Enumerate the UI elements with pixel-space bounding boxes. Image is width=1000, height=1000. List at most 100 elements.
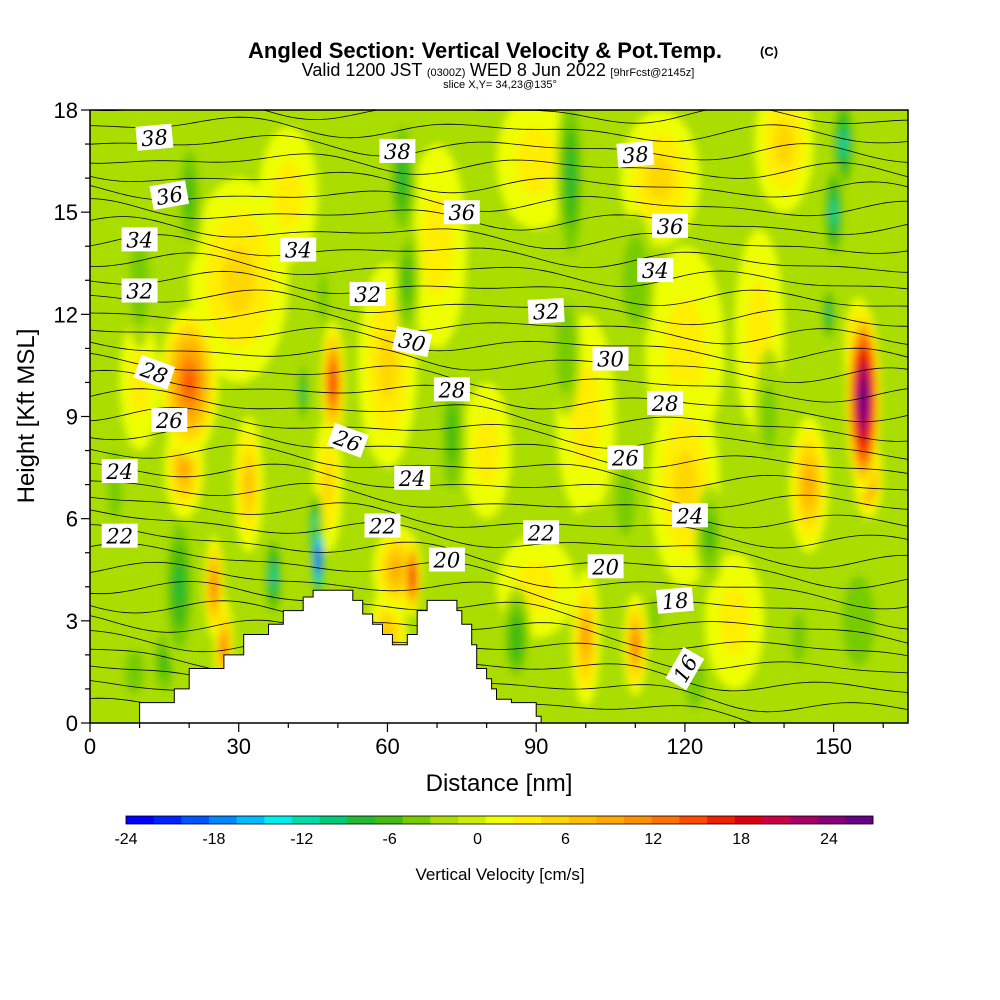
velocity-cell: [610, 450, 641, 553]
isentrope-line: [90, 134, 908, 163]
velocity-cell: [846, 304, 881, 495]
velocity-contour: [129, 660, 140, 684]
isentrope-line: [90, 341, 908, 384]
isentrope-line: [90, 185, 908, 217]
isentrope-line: [90, 462, 908, 510]
subtitle-forecast: [9hrFcst@2145z]: [610, 67, 694, 79]
velocity-contour: [804, 470, 813, 499]
isentrope-line: [90, 630, 908, 693]
isentrope-label: 36: [443, 200, 480, 225]
isentrope-label-text: 38: [384, 140, 411, 164]
label-box: [392, 326, 433, 358]
colorbar-tick-label: -18: [202, 831, 225, 848]
isentrope-line: [90, 509, 908, 569]
label-box: [592, 346, 629, 371]
colorbar-swatch: [679, 816, 708, 824]
velocity-contour: [761, 382, 777, 451]
isentrope-label-text: 22: [368, 515, 396, 539]
velocity-cell: [407, 144, 467, 349]
velocity-cell: [622, 593, 648, 696]
x-axis: 0 30 60 90 120 150: [84, 723, 884, 759]
subtitle-date: WED 8 Jun 2022: [470, 60, 606, 80]
isentrope-label: 20: [428, 547, 465, 573]
isentrope-label: 32: [121, 278, 158, 304]
label-box: [149, 180, 190, 211]
y-tick-label: 6: [66, 507, 78, 532]
velocity-contour: [512, 625, 521, 651]
velocity-cell: [311, 518, 325, 601]
velocity-contour: [474, 416, 499, 485]
velocity-cell: [189, 178, 289, 383]
isentrope-label-text: 38: [621, 142, 650, 168]
colorbar-swatch: [790, 816, 818, 824]
y-tick-label: 3: [66, 609, 78, 634]
label-box: [394, 465, 431, 490]
isentrope-label: 24: [394, 465, 431, 491]
isentrope-label-text: 26: [611, 446, 639, 470]
isentrope-line: [90, 153, 908, 179]
isentrope-line: [90, 600, 908, 657]
colorbar-frame: [125, 815, 874, 825]
isentrope-label: 36: [149, 180, 190, 211]
isentrope-label: 36: [652, 213, 688, 239]
label-box: [121, 227, 158, 252]
label-box: [133, 354, 176, 390]
isentrope-label-text: 36: [448, 201, 475, 225]
velocity-cell: [403, 535, 422, 618]
isentrope-line: [90, 496, 908, 549]
velocity-cell: [615, 212, 656, 349]
velocity-contour: [791, 612, 807, 664]
isentrope-label-text: 36: [154, 182, 184, 210]
isentrope-label: 38: [379, 138, 416, 164]
velocity-contour: [583, 522, 609, 557]
x-axis-label: Distance [nm]: [426, 770, 573, 797]
velocity-cell: [233, 416, 264, 553]
x-tick-label: 150: [815, 734, 852, 759]
isentrope-line: [90, 524, 908, 589]
isentrope-label-text: 20: [591, 555, 619, 579]
isentrope-line: [90, 327, 908, 364]
isentrope-label: 24: [671, 503, 708, 528]
isentrope-label: 30: [392, 326, 433, 358]
isentrope-label-text: 34: [126, 228, 153, 252]
x-tick-label: 30: [226, 734, 250, 759]
subtitle-valid: Valid 1200 JST: [302, 60, 423, 80]
isentrope-line: [90, 116, 908, 144]
velocity-cell: [754, 110, 814, 213]
velocity-contour: [222, 246, 256, 315]
isentrope-label: 28: [433, 377, 470, 402]
isentrope-label: 30: [592, 346, 629, 372]
colorbar-swatch: [292, 816, 320, 824]
label-box: [647, 390, 684, 415]
velocity-contour: [222, 639, 226, 657]
velocity-contour: [841, 135, 846, 153]
label-box: [443, 200, 480, 225]
velocity-contour: [620, 484, 631, 519]
velocity-contour: [646, 155, 674, 201]
isentrope-label: 26: [151, 407, 188, 433]
isentrope-line: [90, 369, 908, 423]
velocity-contour: [446, 405, 457, 462]
label-box: [428, 547, 465, 572]
isentrope-label: 34: [637, 258, 674, 283]
isentrope-line: [90, 234, 908, 273]
label-box: [364, 513, 401, 538]
velocity-cell: [501, 586, 532, 689]
y-axis: 0 3 6 9 12 15 18: [54, 98, 90, 736]
label-box: [326, 422, 369, 458]
isentrope-label: 28: [647, 390, 684, 416]
colorbar-swatch: [319, 816, 348, 824]
colorbar-swatch: [541, 816, 569, 824]
isentrope-label-text: 18: [661, 588, 690, 614]
velocity-cell: [822, 161, 845, 264]
isentrope-label: 34: [280, 237, 317, 263]
velocity-contour: [719, 586, 750, 655]
label-box: [523, 520, 560, 545]
velocity-contour: [174, 565, 184, 609]
colorbar-swatch: [513, 816, 542, 824]
potential-temperature-isentropes: [90, 110, 908, 723]
velocity-cell: [784, 586, 814, 689]
x-tick-label: 120: [667, 734, 704, 759]
chart-subtitle: Valid 1200 JST (0300Z) WED 8 Jun 2022 [9…: [302, 60, 695, 80]
isentrope-line: [90, 252, 908, 290]
